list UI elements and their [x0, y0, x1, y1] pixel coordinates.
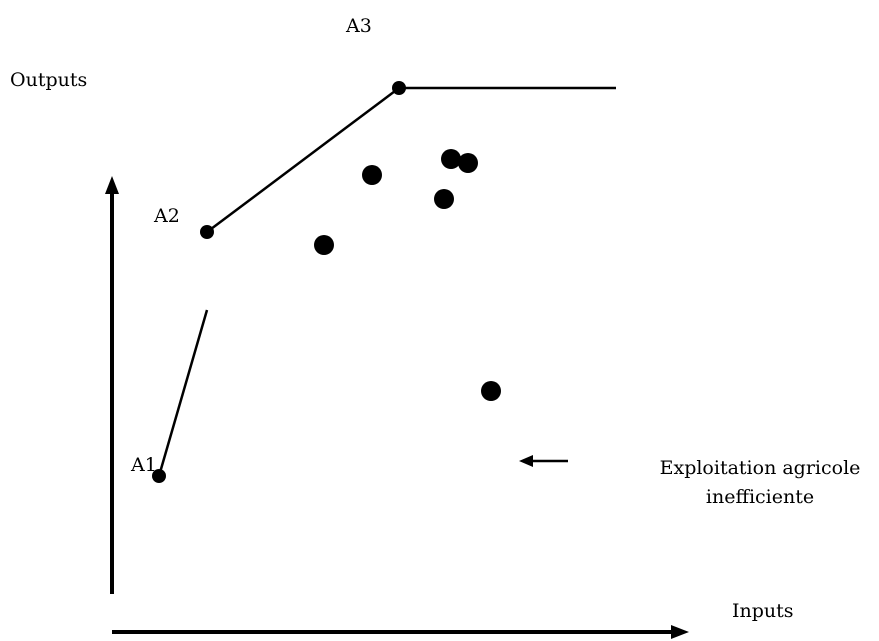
- point-a3: [392, 81, 406, 95]
- annotation-line-1: Exploitation agricole: [660, 457, 861, 479]
- annotation-arrowhead: [519, 455, 533, 467]
- inefficient-farm-point: [481, 381, 501, 401]
- label-a2: A2: [153, 205, 180, 227]
- label-a3: A3: [345, 15, 372, 37]
- y-axis-label: Outputs: [10, 69, 87, 91]
- y-axis-arrowhead: [105, 176, 119, 194]
- farm-point: [458, 153, 478, 173]
- annotation-line-2: inefficiente: [706, 486, 814, 508]
- farm-point: [314, 235, 334, 255]
- frontier-segment-a1: [157, 309, 209, 477]
- farm-point: [441, 149, 461, 169]
- point-a2: [200, 225, 214, 239]
- label-a1: A1: [130, 454, 157, 476]
- x-axis-label: Inputs: [732, 600, 794, 622]
- frontier-segment-a2-a3: [206, 87, 400, 233]
- x-axis-arrowhead: [671, 625, 689, 639]
- farm-point: [362, 165, 382, 185]
- point-a1: [152, 469, 166, 483]
- farm-point: [434, 189, 454, 209]
